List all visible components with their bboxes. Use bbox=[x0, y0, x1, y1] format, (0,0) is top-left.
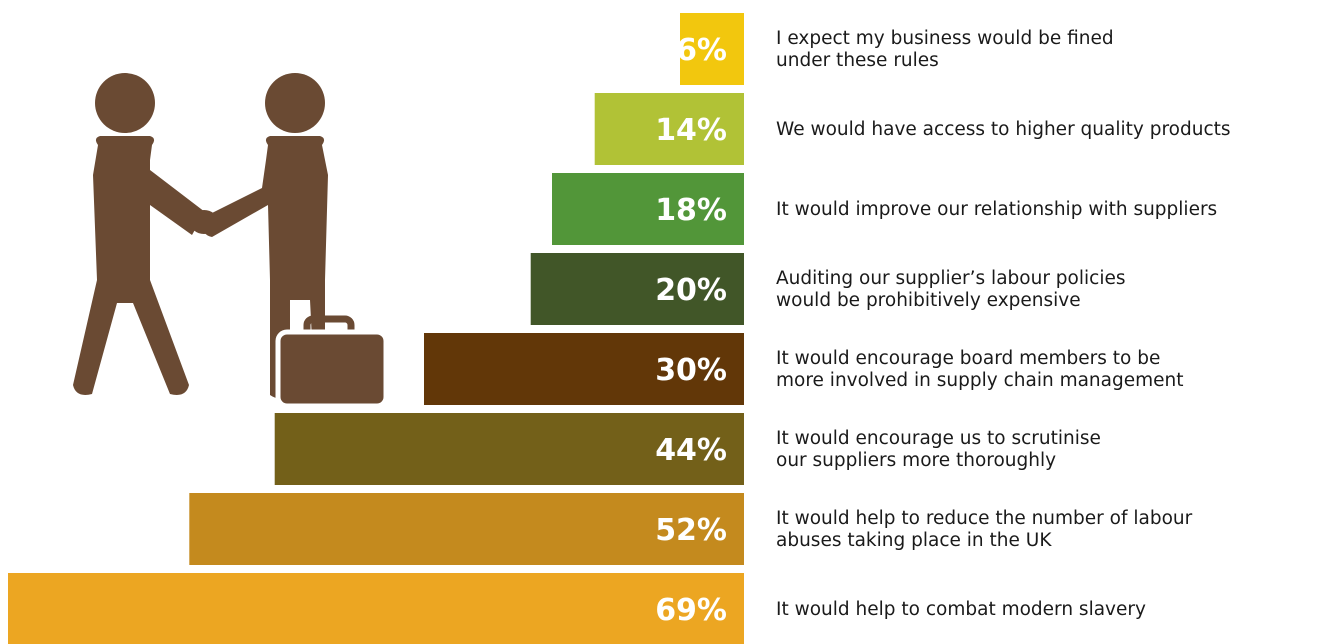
briefcase-icon bbox=[275, 315, 389, 409]
right-person-body bbox=[201, 136, 328, 399]
bar-value-label: 6% bbox=[676, 33, 727, 68]
category-label: Auditing our supplier’s labour policies w… bbox=[776, 268, 1125, 311]
bar-value-label: 69% bbox=[655, 593, 727, 628]
category-label: It would encourage us to scrutinise our s… bbox=[776, 428, 1101, 471]
category-label: I expect my business would be fined under… bbox=[776, 28, 1114, 71]
bar-value-label: 14% bbox=[655, 113, 727, 148]
right-person-head bbox=[265, 73, 325, 133]
bar bbox=[530, 253, 744, 325]
bar bbox=[594, 93, 744, 165]
briefcase-case bbox=[275, 329, 389, 409]
category-label: It would help to combat modern slavery bbox=[776, 599, 1146, 620]
bar bbox=[680, 13, 744, 85]
bar-value-label: 18% bbox=[655, 193, 727, 228]
left-person-head bbox=[95, 73, 155, 133]
category-label: It would help to reduce the number of la… bbox=[776, 508, 1193, 551]
category-label: It would encourage board members to be mo… bbox=[776, 348, 1184, 391]
bar bbox=[8, 573, 744, 644]
value-labels-group: 6% 14% 18% 20% 30% 44% 52% 69% bbox=[655, 33, 727, 628]
category-labels-group: I expect my business would be fined under… bbox=[776, 28, 1231, 620]
bar-value-label: 30% bbox=[655, 353, 727, 388]
category-label: We would have access to higher quality p… bbox=[776, 119, 1231, 140]
bar bbox=[274, 413, 744, 485]
bar bbox=[424, 333, 744, 405]
bar-value-label: 44% bbox=[655, 433, 727, 468]
left-person-body bbox=[73, 136, 205, 395]
bar-value-label: 52% bbox=[655, 513, 727, 548]
bar bbox=[189, 493, 745, 565]
bars-group bbox=[8, 13, 745, 644]
category-label: It would improve our relationship with s… bbox=[776, 199, 1217, 220]
bar bbox=[552, 173, 744, 245]
handshake-businessmen-icon bbox=[73, 73, 389, 409]
clasped-hands bbox=[190, 210, 218, 234]
bar-value-label: 20% bbox=[655, 273, 727, 308]
